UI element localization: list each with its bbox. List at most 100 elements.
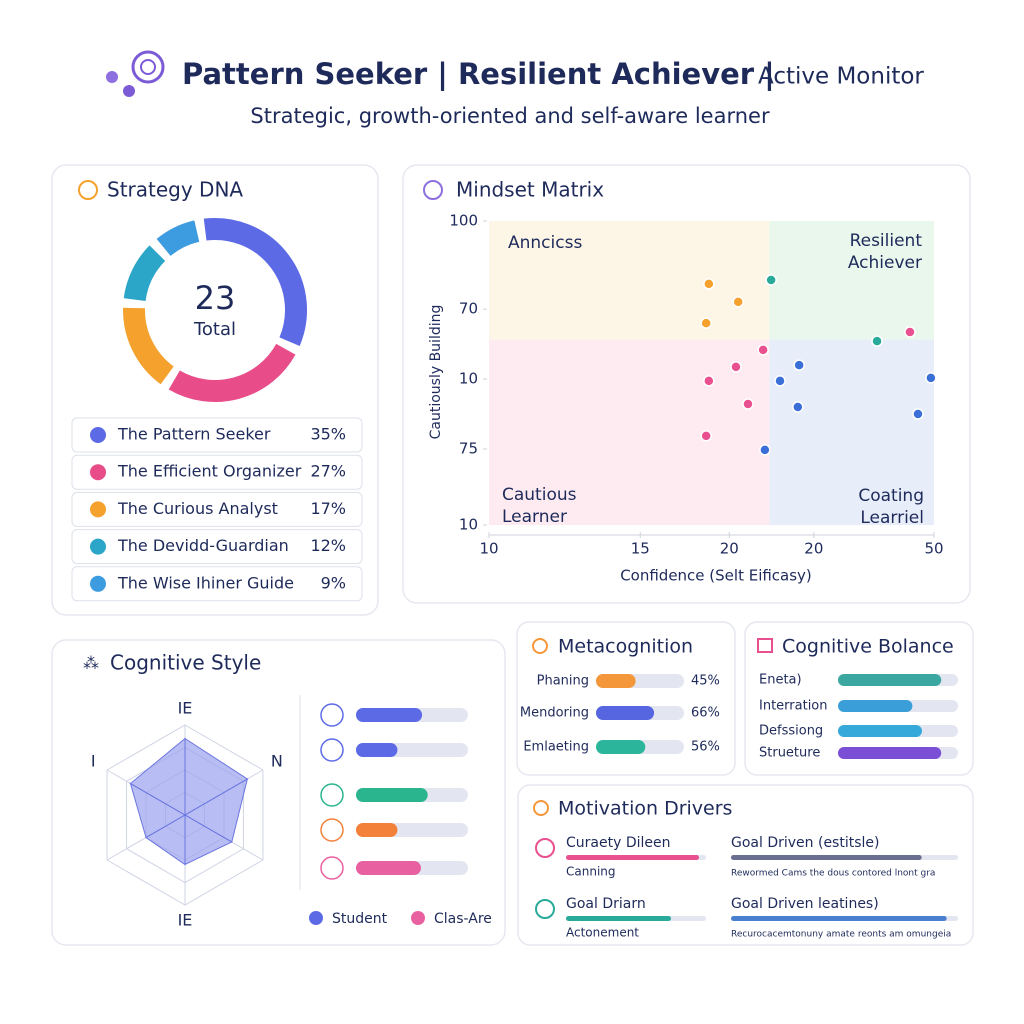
list-row [71,417,363,453]
icon [532,638,548,654]
legend-label: The Pattern Seeker [117,425,271,444]
bar [838,700,913,712]
y-axis-label: Cautiously Building [428,305,444,440]
legend-dot [90,427,106,443]
total-label: Total [193,319,236,340]
legend-dot [90,464,106,481]
value-label: 27% [310,462,346,481]
driver-sub: Rewormed Cams the dous contored lnont gr… [731,869,935,879]
x-axis-label: Confidence (Selt Eificasy) [620,567,812,585]
title: Pattern Seeker | Resilient Achiever | [182,57,775,91]
bar [838,747,942,759]
donut-segment [168,343,296,402]
y-tick-label: 100 [449,212,478,230]
bar-icon [320,703,344,727]
logo [131,50,165,84]
list-row [71,454,363,490]
value-label: 17% [310,499,346,518]
list-row [71,566,363,602]
bar [356,743,398,757]
legend-label: Student [332,911,388,927]
icon: ⁂ [83,654,99,673]
legend-label: Clas-Are [434,911,492,927]
driver-sub: Recurocacemtonuny amate reonts am omunge… [731,930,951,940]
icon [757,638,773,653]
legend-dot [90,575,106,592]
value-label: 45% [691,674,720,689]
row-label: Defssiong [759,724,823,739]
list-row [71,529,363,565]
x-tick-label: 50 [924,540,943,558]
legend-dot [90,538,106,555]
icon [423,180,443,200]
logo [140,59,156,75]
point [730,361,742,373]
value-label: 35% [310,425,346,444]
radar-axis-label: I [91,752,96,771]
bar [356,823,398,837]
x-tick-label: 20 [804,540,823,558]
point [703,278,715,290]
mode: Active Monitor [758,64,924,90]
bar-icon [320,818,344,842]
driver-name: Goal Driven leatines) [731,896,879,912]
driver-name: Curaety Dileen [566,835,670,851]
logo [106,71,118,83]
card [516,621,736,776]
point [732,296,744,308]
legend-dot [411,911,425,925]
point [700,317,712,329]
legend-dot [90,501,106,518]
value-label: 56% [691,740,720,755]
legend-label: The Efficient Organizer [117,462,302,481]
subtitle: Strategic, growth-oriented and self-awar… [250,104,770,128]
point [742,398,754,410]
radar-axis-label: IE [178,699,193,718]
point [759,444,771,456]
bar-icon [320,856,344,880]
quadrant [769,339,934,525]
icon [533,800,549,816]
x-tick-label: 20 [720,540,739,558]
logo [123,85,135,97]
card-title: Mindset Matrix [456,178,604,202]
row-label: Mendoring [520,706,589,721]
bar [356,708,423,722]
bar [838,674,942,686]
bar [731,855,922,860]
bar [596,674,636,688]
driver-icon [535,899,555,919]
radar-area [129,737,186,816]
point [757,344,769,356]
row-label: Phaning [537,674,589,689]
x-tick-label: 10 [479,540,498,558]
quadrant [489,339,770,525]
y-tick-label: 70 [459,300,478,318]
card-title: Cognitive Bolance [782,636,954,658]
radar-axis-label: N [271,752,283,771]
point [774,375,786,387]
point [871,335,883,347]
y-tick-label: 10 [459,516,478,534]
driver-name: Goal Driven (estitsle) [731,835,879,851]
quadrant [769,221,934,340]
bar-icon [320,783,344,807]
donut-segment [156,220,200,257]
bar [356,788,428,802]
donut-segment [203,218,307,346]
quadrant-label: Anncicss [508,233,582,253]
legend-label: The Wise Ihiner Guide [117,573,294,592]
driver-sub: Canning [566,865,616,879]
list-row [71,491,363,527]
bar [356,861,421,875]
quadrant-label: Coating Learriel [858,486,924,528]
point [765,274,777,286]
quadrant-label: Resilient Achiever [848,231,922,273]
legend-label: The Devidd-Guardian [117,536,289,555]
legend-label: The Curious Analyst [117,499,278,518]
point [912,408,924,420]
quadrant-label: Cautious Learner [502,485,577,527]
card-title: Metacognition [558,636,693,658]
radar-axis-label: IE [178,911,193,930]
